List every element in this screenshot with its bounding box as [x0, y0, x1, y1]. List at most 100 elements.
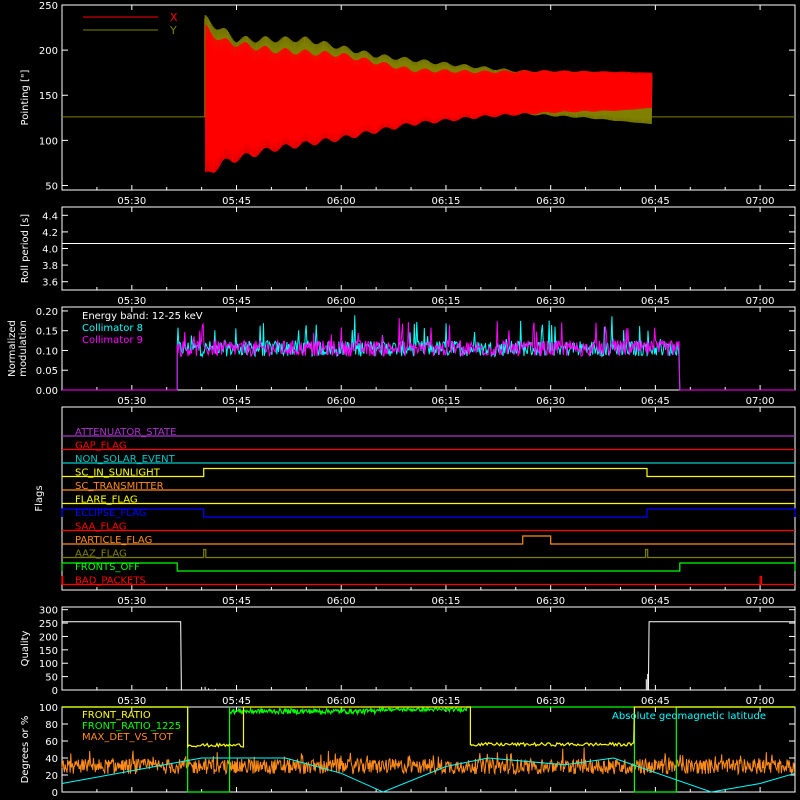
y-tick-label: 150	[39, 646, 58, 657]
panel-frame	[61, 406, 796, 591]
legend-label: Collimator 8	[82, 323, 143, 334]
flag-label-non_solar_event: NON_SOLAR_EVENT	[75, 454, 176, 465]
y-axis-label: Quality	[20, 631, 31, 667]
flag-label-particle_flag: PARTICLE_FLAG	[75, 535, 152, 546]
annotation-geomagnetic-latitude: Absolute geomagnetic latitude	[612, 711, 766, 722]
panel-quality: 05:30 05:45 06:00 06:15 06:30 06:45 07:00 0 50 10…	[20, 606, 796, 707]
y-tick-label: 20	[45, 771, 58, 782]
y-tick-label: 40	[45, 754, 58, 765]
panel-pointing: 05:30 05:45 06:00 06:15 06:30 06:45 07:00 50 100…	[20, 1, 796, 207]
x-tick-label: 05:45	[222, 596, 251, 607]
x-tick-label: 05:45	[222, 196, 251, 207]
y-tick-label: 100	[39, 136, 58, 147]
x-tick-label: 06:30	[536, 196, 565, 207]
x-tick-label: 05:45	[222, 396, 251, 407]
legend-label-Y: Y	[169, 24, 177, 37]
x-tick-label: 06:45	[641, 596, 670, 607]
flag-label-bad_packets: BAD_PACKETS	[75, 576, 146, 587]
x-tick-label: 05:30	[117, 196, 146, 207]
x-tick-label: 06:15	[432, 696, 461, 707]
y-tick-label: 3.6	[42, 278, 58, 289]
series-front-ratio-1225	[62, 705, 795, 793]
flag-label-gap_flag: GAP_FLAG	[75, 441, 127, 452]
y-axis-label: Flags	[34, 485, 45, 511]
flag-trace-eclipse_flag	[61, 508, 796, 518]
flag-trace-aaz_flag	[62, 548, 795, 559]
flag-trace-particle_flag	[62, 535, 795, 545]
legend-label: Collimator 9	[82, 335, 143, 346]
y-tick-label: 0.10	[36, 346, 58, 357]
y-tick-label: 3.8	[42, 261, 58, 272]
y-axis-label: Degrees or %	[20, 716, 31, 784]
flag-trace-sc_in_sunlight	[62, 467, 795, 478]
y-tick-label: 80	[45, 720, 58, 731]
flag-label-sc_transmitter: SC_TRANSMITTER	[75, 481, 164, 492]
x-tick-label: 05:30	[117, 396, 146, 407]
y-tick-label: 0	[52, 788, 58, 799]
x-tick-label: 06:15	[432, 196, 461, 207]
legend-label: FRONT_RATIO	[82, 710, 151, 721]
x-tick-label: 06:15	[432, 296, 461, 307]
flag-trace-bad_packets	[61, 575, 795, 586]
x-tick-label: 06:45	[641, 396, 670, 407]
x-tick-label: 07:00	[746, 396, 775, 407]
x-tick-label: 06:45	[641, 196, 670, 207]
panel-frame	[61, 606, 796, 691]
y-axis-label: Normalizedmodulation	[7, 320, 29, 377]
x-tick-label: 07:00	[746, 196, 775, 207]
x-tick-label: 07:00	[746, 696, 775, 707]
panel-modulation: 05:30 05:45 06:00 06:15 06:30 06:45 07:00 0.00 0…	[7, 306, 796, 407]
flag-trace-fronts_off	[61, 562, 796, 572]
flag-label-eclipse_flag: ECLIPSE_FLAG	[75, 508, 146, 519]
x-tick-label: 06:30	[536, 596, 565, 607]
series-collimator-9	[62, 317, 795, 391]
y-tick-label: 0.05	[36, 366, 58, 377]
y-tick-label: 0	[52, 686, 58, 697]
x-tick-label: 06:00	[327, 296, 356, 307]
y-tick-label: 100	[39, 703, 58, 714]
y-axis-label: Pointing ["]	[20, 69, 31, 125]
panel-frame	[61, 206, 796, 291]
y-tick-label: 250	[39, 619, 58, 630]
flag-label-sc_in_sunlight: SC_IN_SUNLIGHT	[75, 468, 161, 479]
series-collimator-8	[62, 315, 795, 391]
y-tick-label: 50	[45, 181, 58, 192]
y-tick-label: 4.2	[42, 228, 58, 239]
x-tick-label: 05:30	[117, 296, 146, 307]
y-tick-label: 60	[45, 737, 58, 748]
panel-frame	[61, 306, 796, 391]
flag-label-aaz_flag: AAZ_FLAG	[75, 549, 127, 560]
x-tick-label: 06:30	[536, 396, 565, 407]
flag-label-flare_flag: FLARE_FLAG	[75, 495, 138, 506]
y-tick-label: 0.00	[36, 386, 58, 397]
flag-label-saa_flag: SAA_FLAG	[75, 522, 126, 533]
flag-label-attenuator_state: ATTENUATOR_STATE	[75, 427, 176, 438]
y-tick-label: 100	[39, 659, 58, 670]
x-tick-label: 06:00	[327, 396, 356, 407]
panel-front_ratio: 0 20 40 60 80 100 Degrees or % FRONT_RATIOFRONT…	[20, 703, 796, 799]
y-tick-label: 0.15	[36, 327, 58, 338]
x-tick-label: 06:00	[327, 596, 356, 607]
legend-label: FRONT_RATIO_1225	[82, 721, 181, 732]
series-front-ratio	[62, 706, 795, 749]
y-tick-label: 4.0	[42, 245, 58, 256]
y-tick-label: 300	[39, 606, 58, 617]
x-tick-label: 06:00	[327, 696, 356, 707]
legend-label: Energy band: 12-25 keV	[82, 311, 203, 322]
y-tick-label: 150	[39, 91, 58, 102]
x-tick-label: 05:30	[117, 696, 146, 707]
x-tick-label: 06:45	[641, 296, 670, 307]
x-tick-label: 06:15	[432, 596, 461, 607]
legend-label: MAX_DET_VS_TOT	[82, 732, 174, 743]
panel-frame	[61, 4, 796, 191]
y-tick-label: 0.20	[36, 307, 58, 318]
y-tick-label: 200	[39, 632, 58, 643]
panel-roll: 05:30 05:45 06:00 06:15 06:30 06:45 07:00 3.6 3.…	[20, 206, 796, 307]
y-tick-label: 200	[39, 46, 58, 57]
x-tick-label: 06:30	[536, 696, 565, 707]
series-geomagnetic-latitude	[61, 757, 796, 793]
x-tick-label: 06:15	[432, 396, 461, 407]
x-tick-label: 07:00	[746, 296, 775, 307]
